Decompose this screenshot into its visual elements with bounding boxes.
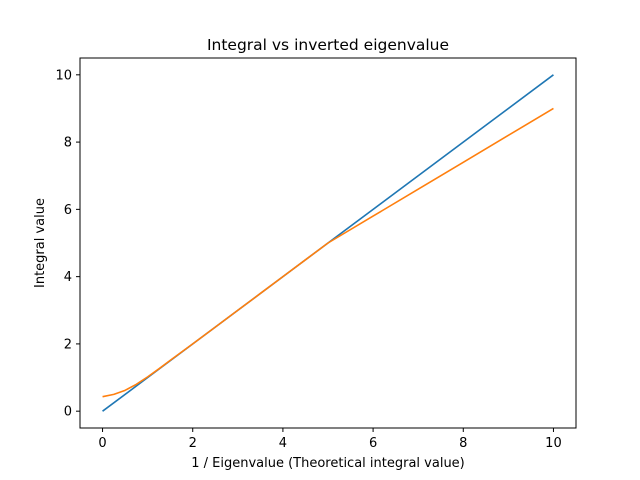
- x-axis-label: 1 / Eigenvalue (Theoretical integral val…: [191, 456, 465, 471]
- x-tick-label: 2: [189, 436, 197, 451]
- x-tick-label: 0: [98, 436, 106, 451]
- plot-frame: [79, 57, 577, 429]
- x-tick-label: 8: [459, 436, 467, 451]
- y-tick-label: 10: [55, 68, 72, 83]
- x-tick-label: 10: [545, 436, 562, 451]
- y-tick-label: 6: [64, 203, 72, 218]
- x-axis-ticks: 0 2 4 6 8 10: [98, 428, 562, 451]
- series-layer: [102, 74, 554, 412]
- x-tick-label: 4: [279, 436, 287, 451]
- y-tick-label: 0: [64, 405, 72, 420]
- y-axis-label: Integral value: [33, 198, 48, 288]
- y-tick-label: 4: [64, 270, 72, 285]
- x-tick-label: 6: [369, 436, 377, 451]
- chart-title: Integral vs inverted eigenvalue: [207, 36, 449, 54]
- y-tick-label: 2: [64, 337, 72, 352]
- y-tick-label: 8: [64, 136, 72, 151]
- series-line-2: [102, 107, 554, 398]
- y-axis-ticks: 0 2 4 6 8 10: [55, 68, 80, 420]
